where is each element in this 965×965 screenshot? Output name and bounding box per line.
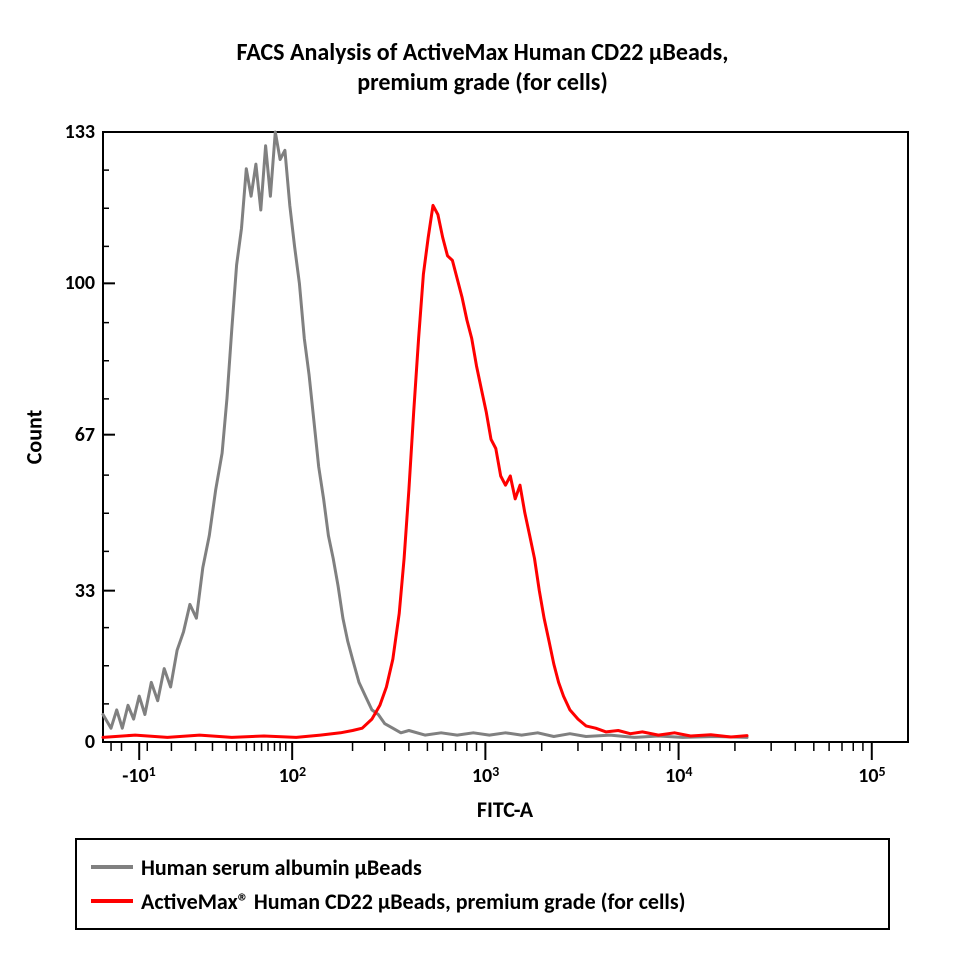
y-tick-label: 67 — [75, 423, 101, 447]
x-tick-label: 102 — [279, 764, 306, 788]
x-tick-label: 104 — [665, 764, 692, 788]
x-tick-base: 10 — [858, 764, 878, 788]
x-tick-label: 105 — [858, 764, 885, 788]
x-tick-base: 10 — [128, 764, 148, 788]
y-tick-label: 0 — [85, 730, 101, 754]
legend-label: Human serum albumin μBeads — [141, 854, 422, 881]
x-axis-label: FITC-A — [477, 796, 533, 823]
series-line-0 — [103, 132, 747, 737]
x-tick-base: 10 — [472, 764, 492, 788]
legend: Human serum albumin μBeads ActiveMax® Hum… — [75, 838, 890, 930]
legend-swatch — [91, 865, 133, 869]
legend-item: Human serum albumin μBeads — [91, 850, 874, 884]
y-axis-label: Count — [21, 410, 48, 465]
legend-swatch — [91, 899, 133, 903]
y-tick-label: 33 — [75, 579, 101, 603]
y-tick-label: 133 — [65, 120, 101, 144]
x-tick-base: 10 — [279, 764, 299, 788]
x-tick-label: -101 — [122, 764, 156, 788]
legend-label: ActiveMax® Human CD22 μBeads, premium gr… — [141, 888, 685, 915]
chart-container: { "chart": { "type": "flow-cytometry-his… — [0, 0, 965, 965]
x-tick-label: 103 — [472, 764, 499, 788]
legend-item: ActiveMax® Human CD22 μBeads, premium gr… — [91, 884, 874, 918]
y-tick-label: 100 — [65, 271, 101, 295]
x-tick-base: 10 — [665, 764, 685, 788]
series-line-1 — [103, 205, 747, 737]
